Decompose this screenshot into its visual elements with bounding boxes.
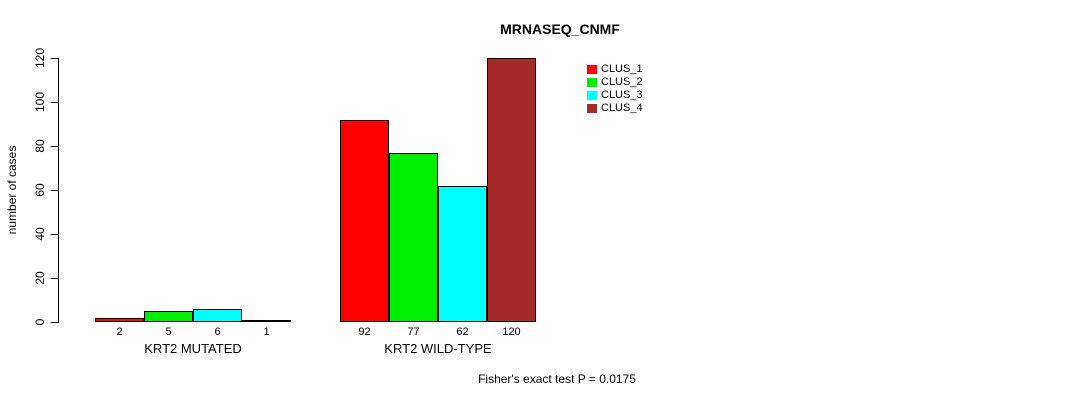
chart-title: MRNASEQ_CNMF [500,21,620,37]
bar-clus_3-krt2-wild-type [438,185,487,322]
bar-clus_3-krt2-mutated [193,308,242,322]
bar-value-label: 1 [263,326,270,338]
y-tick-label: 80 [33,139,47,153]
y-tick-label: 0 [33,318,47,326]
y-tick-label: 20 [33,271,47,285]
category-label: KRT2 MUTATED [144,341,242,356]
bar-value-label: 77 [407,326,420,338]
bar-clus_1-krt2-mutated [95,317,144,322]
legend-label: CLUS_3 [601,89,643,101]
bar-value-label: 6 [214,326,221,338]
y-tick-label: 40 [33,227,47,241]
bar-clus_2-krt2-mutated [144,311,193,322]
y-tick-mark [51,322,58,323]
bar-value-label: 2 [116,326,123,338]
y-axis-label: number of cases [5,145,19,235]
legend-label: CLUS_1 [601,63,643,75]
bar-value-label: 120 [502,326,521,338]
legend-swatch-clus_4 [587,104,597,113]
legend-label: CLUS_2 [601,76,643,88]
y-tick-label: 100 [33,91,47,113]
bar-clus_2-krt2-wild-type [389,152,438,322]
y-axis-line [58,58,59,323]
bar-clus_4-krt2-mutated [242,319,291,322]
y-tick-mark [51,146,58,147]
fisher-test-annotation: Fisher's exact test P = 0.0175 [478,372,636,386]
y-tick-mark [51,102,58,103]
y-tick-mark [51,58,58,59]
y-tick-label: 120 [33,47,47,69]
y-tick-mark [51,190,58,191]
bar-value-label: 5 [165,326,172,338]
bar-clus_1-krt2-wild-type [340,119,389,322]
y-tick-mark [51,278,58,279]
legend-swatch-clus_3 [587,91,597,100]
bar-clus_4-krt2-wild-type [487,58,536,322]
bar-value-label: 62 [456,326,469,338]
y-tick-mark [51,234,58,235]
y-tick-label: 60 [33,183,47,197]
category-label: KRT2 WILD-TYPE [384,341,492,356]
legend-swatch-clus_1 [587,65,597,74]
legend-label: CLUS_4 [601,102,643,114]
bar-value-label: 92 [358,326,371,338]
legend-swatch-clus_2 [587,78,597,87]
